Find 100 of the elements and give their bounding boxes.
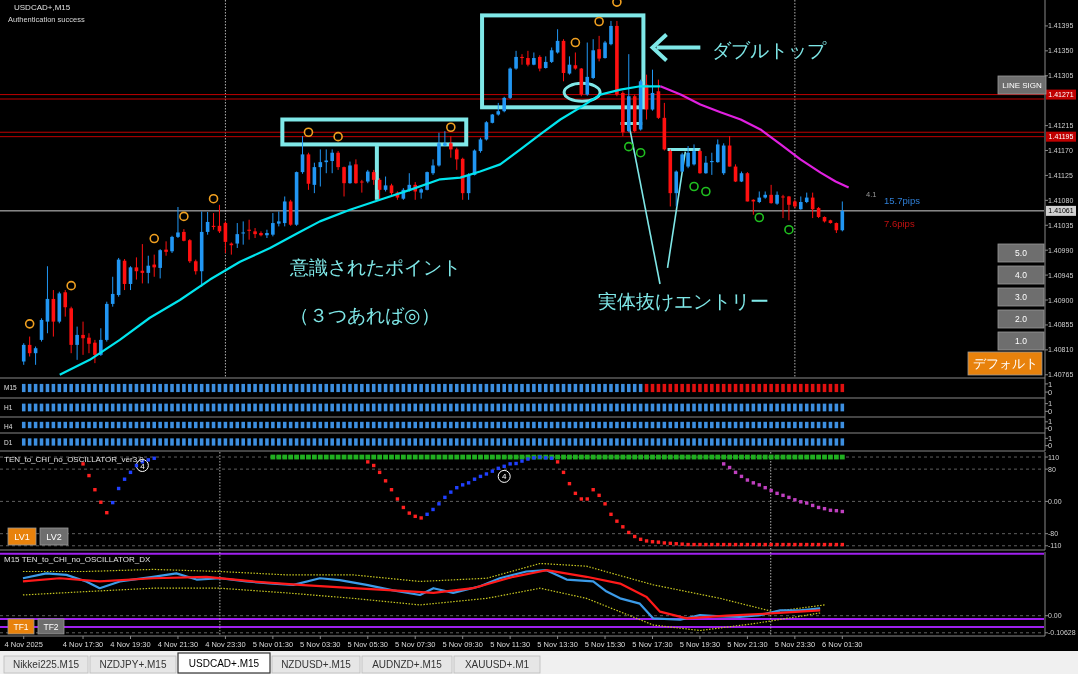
point <box>701 186 711 197</box>
candlestick <box>146 255 151 284</box>
text: NZDUSD+.M15 <box>281 659 352 671</box>
candlestick <box>431 158 435 176</box>
point <box>704 542 708 547</box>
annotation: ダブルトップ <box>712 40 827 61</box>
candlestick <box>247 219 251 241</box>
point <box>449 490 453 494</box>
text: XAUUSD+.M1 <box>464 659 530 671</box>
point <box>689 181 699 192</box>
annotation: 4.0 <box>1015 270 1028 281</box>
candlestick <box>21 342 26 366</box>
line-series <box>659 85 850 189</box>
point <box>437 502 441 506</box>
point <box>597 493 601 498</box>
point <box>799 500 803 504</box>
annotation: 2.0 <box>1015 314 1028 325</box>
candlestick <box>532 52 536 66</box>
candlestick <box>585 42 590 97</box>
point <box>635 147 646 158</box>
candlestick <box>686 145 690 169</box>
candlestick <box>253 227 257 239</box>
point <box>757 483 761 487</box>
candlestick <box>324 148 329 174</box>
point <box>623 141 634 152</box>
text: AUDNZD+.M15 <box>372 659 443 671</box>
candlestick <box>282 195 287 227</box>
point <box>508 462 512 466</box>
candlestick <box>360 179 364 194</box>
annotation: （３つあれば◎） <box>290 305 440 326</box>
candlestick <box>330 148 334 174</box>
candlestick <box>271 212 275 237</box>
annotation: LINE SIGN <box>1002 80 1042 90</box>
point <box>24 319 35 329</box>
candlestick <box>526 50 530 67</box>
candlestick <box>449 135 453 159</box>
chart-title: TEN_to_CHI_no_OSCILLATOR_ver3.0 <box>4 455 145 464</box>
point <box>662 541 667 545</box>
point <box>721 462 726 466</box>
point <box>793 542 797 547</box>
point <box>208 193 219 204</box>
candlestick <box>259 230 263 237</box>
annotation: 意識されたポイント <box>289 257 461 278</box>
point <box>466 481 471 485</box>
point <box>787 495 791 500</box>
point <box>460 483 465 487</box>
point <box>769 542 773 547</box>
candlestick <box>698 148 702 175</box>
annotation: 実体抜けエントリー <box>598 291 769 312</box>
point <box>710 542 714 547</box>
point <box>179 211 189 222</box>
chart-title: USDCAD+,M15 <box>14 3 71 12</box>
point <box>805 501 809 505</box>
chart-title: M15 TEN_to_CHI_no_OSCILLATOR_DX <box>4 555 151 564</box>
point <box>754 212 765 223</box>
candlestick <box>235 222 240 249</box>
point <box>585 497 589 501</box>
candlestick <box>692 143 696 166</box>
point <box>146 458 150 462</box>
point <box>407 511 411 515</box>
annotation: LV2 <box>46 531 62 542</box>
point <box>612 0 622 7</box>
annotation: 1.0 <box>1015 336 1028 347</box>
candlestick <box>342 166 346 197</box>
candlestick <box>769 184 773 205</box>
point <box>99 500 103 504</box>
line-series <box>22 562 826 613</box>
point <box>656 540 661 544</box>
point <box>520 459 524 463</box>
point <box>745 478 750 482</box>
candlestick <box>437 132 441 168</box>
point <box>446 122 456 133</box>
point <box>514 461 518 466</box>
annotation: LV1 <box>14 531 30 542</box>
point <box>781 542 785 547</box>
candlestick <box>674 169 679 207</box>
candlestick <box>354 158 358 185</box>
annotation: 15.7pips <box>884 195 921 206</box>
point <box>698 542 702 547</box>
point <box>93 488 97 492</box>
candlestick <box>514 50 518 71</box>
point <box>769 488 773 493</box>
point <box>594 16 604 27</box>
point <box>793 498 797 502</box>
point <box>591 488 595 492</box>
point <box>775 542 779 547</box>
point <box>787 542 791 547</box>
point <box>419 516 423 520</box>
candlestick <box>241 220 246 246</box>
text: Nikkei225.M15 <box>12 659 80 671</box>
candlestick <box>787 195 791 221</box>
point <box>644 539 649 543</box>
candlestick <box>715 138 720 164</box>
candlestick <box>336 150 340 171</box>
point <box>66 280 76 291</box>
point <box>383 479 388 483</box>
point <box>775 491 779 496</box>
point <box>570 37 581 48</box>
annotation: 4 <box>501 472 507 482</box>
annotation: 3.0 <box>1015 292 1028 303</box>
